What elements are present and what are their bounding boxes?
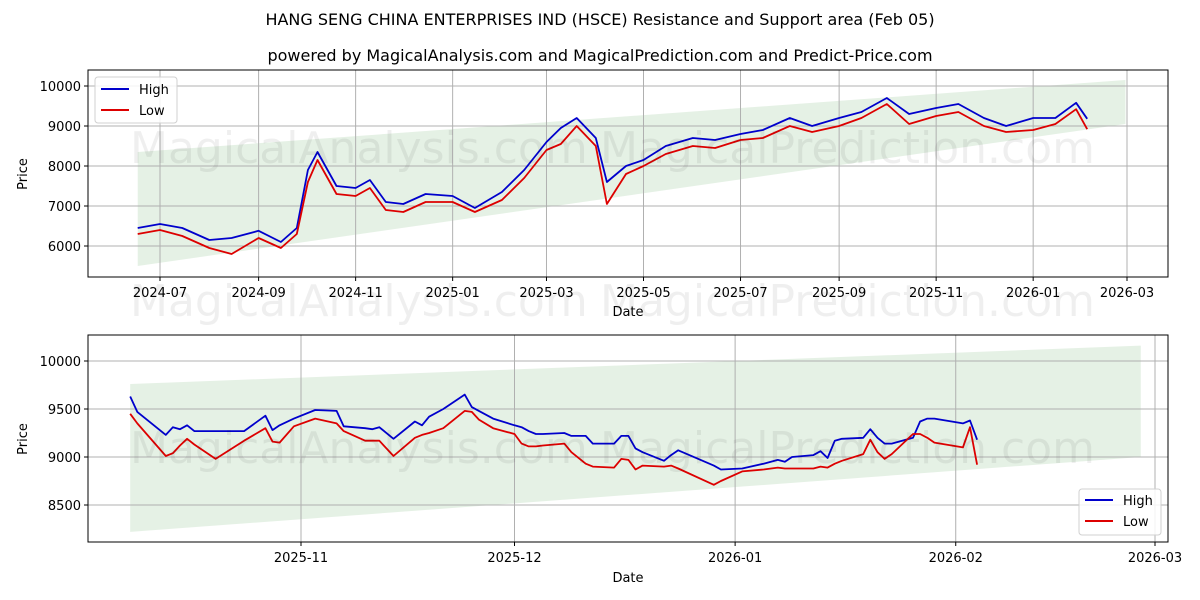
bottom-x-axis-label: Date: [612, 571, 643, 586]
legend-high-label: High: [1123, 494, 1153, 509]
top-panel: 6000 7000 8000 9000 10000 2024-07 2024-09 2024-…: [16, 69, 1169, 327]
x-tick-label: 2024-07: [133, 286, 187, 301]
x-tick-label: 2025-11: [274, 551, 328, 566]
x-tick-label: 2026-03: [1100, 286, 1154, 301]
top-series-lines: [137, 97, 1088, 255]
bottom-y-axis-label: Price: [16, 423, 31, 455]
y-tick-label: 6000: [48, 240, 81, 255]
x-tick-label: 2025-05: [616, 286, 670, 301]
resistance-support-band: [130, 345, 1141, 532]
watermark: MagicalPrediction.com: [600, 123, 1095, 174]
low-line: [137, 103, 1088, 255]
y-tick-label: 9000: [48, 451, 81, 466]
watermark: MagicalPrediction.com: [600, 276, 1095, 327]
chart-subtitle: powered by MagicalAnalysis.com and Magic…: [267, 46, 933, 65]
low-line: [129, 409, 978, 486]
bottom-series-lines: [129, 393, 978, 486]
y-tick-label: 9500: [48, 403, 81, 418]
x-tick-label: 2025-11: [909, 286, 963, 301]
y-tick-label: 10000: [40, 80, 81, 95]
x-tick-label: 2026-01: [708, 551, 762, 566]
top-y-axis-label: Price: [16, 158, 31, 190]
y-tick-label: 8000: [48, 160, 81, 175]
bottom-axis-ticks: 8500 9000 9500 10000 2025-11 2025-12 2026-01 20…: [40, 355, 1183, 566]
watermark: MagicalAnalysis.com: [130, 276, 588, 327]
watermark: MagicalPrediction.com: [600, 423, 1095, 474]
x-tick-label: 2025-07: [713, 286, 767, 301]
x-tick-label: 2026-01: [1006, 286, 1060, 301]
x-tick-label: 2025-12: [487, 551, 541, 566]
bottom-panel: 8500 9000 9500 10000 2025-11 2025-12 2026-01 20…: [16, 334, 1183, 586]
high-line: [129, 393, 978, 471]
y-tick-label: 9000: [48, 120, 81, 135]
watermark: MagicalAnalysis.com: [130, 123, 588, 174]
y-tick-label: 10000: [40, 355, 81, 370]
x-tick-label: 2024-11: [328, 286, 382, 301]
x-tick-label: 2025-03: [519, 286, 573, 301]
x-tick-label: 2026-02: [929, 551, 983, 566]
chart-title: HANG SENG CHINA ENTERPRISES IND (HSCE) R…: [265, 10, 935, 29]
watermark: MagicalAnalysis.com: [130, 423, 588, 474]
legend-low-label: Low: [1123, 515, 1149, 530]
top-legend: High Low: [94, 76, 178, 124]
x-tick-label: 2025-01: [425, 286, 479, 301]
y-tick-label: 8500: [48, 499, 81, 514]
x-tick-label: 2025-09: [812, 286, 866, 301]
x-tick-label: 2024-09: [231, 286, 285, 301]
bottom-legend: High Low: [1078, 488, 1162, 536]
x-tick-label: 2026-03: [1128, 551, 1182, 566]
legend-high-label: High: [139, 83, 169, 98]
top-x-axis-label: Date: [612, 305, 643, 320]
y-tick-label: 7000: [48, 200, 81, 215]
high-line: [137, 97, 1088, 243]
top-axis-ticks: 6000 7000 8000 9000 10000 2024-07 2024-09 2024-…: [40, 80, 1155, 301]
legend-low-label: Low: [139, 104, 165, 119]
